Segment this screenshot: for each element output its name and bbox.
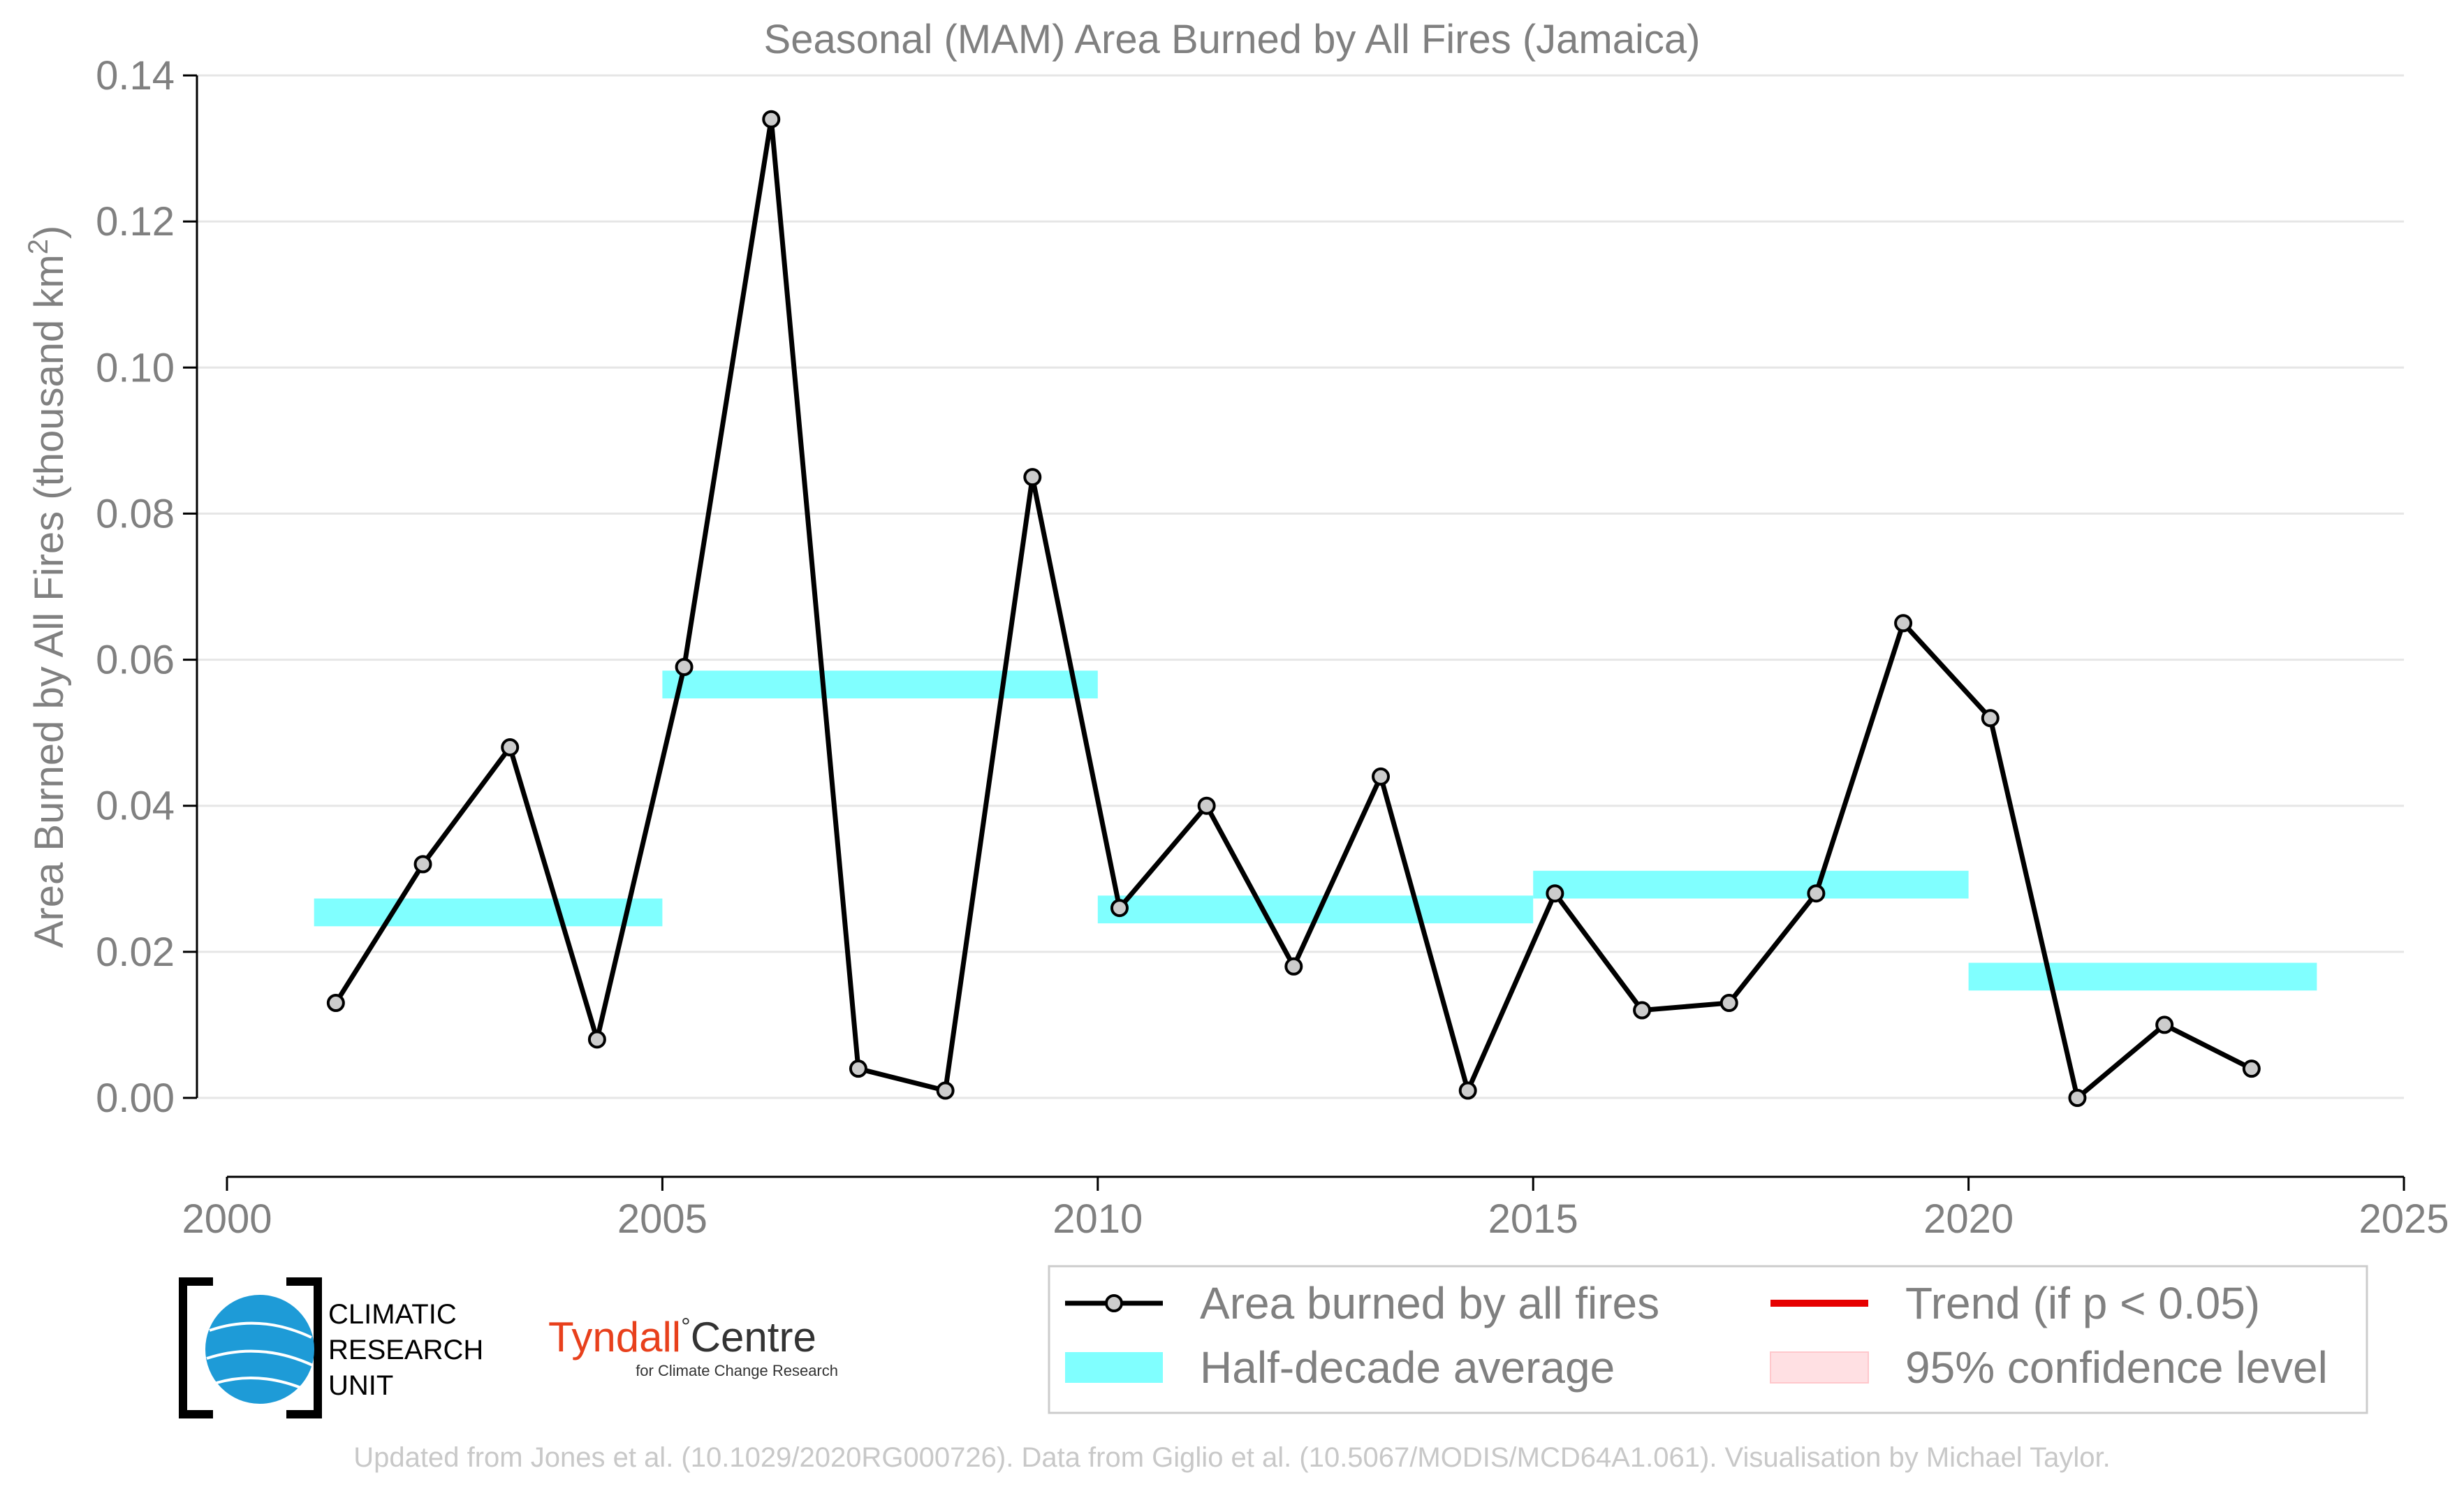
y-tick-label: 0.00 [96, 1076, 175, 1121]
tyndall-name: Tyndall°Centre [548, 1314, 816, 1360]
data-point [1894, 614, 1913, 633]
y-tick-label: 0.02 [96, 930, 175, 975]
data-point [1546, 884, 1564, 903]
data-point [1719, 994, 1738, 1013]
data-point [587, 1030, 606, 1049]
x-tick-label: 2015 [1488, 1196, 1578, 1242]
y-axis-ticks: 0.00 0.02 0.04 0.06 0.08 0.10 0.12 0.14 [96, 53, 197, 1121]
legend-label: Area burned by all fires [1200, 1278, 1659, 1328]
data-point [1633, 1001, 1652, 1020]
data-point [1110, 899, 1129, 918]
data-point [1372, 767, 1391, 786]
series-area-burned [326, 110, 2261, 1107]
half-decade-bar [314, 898, 663, 927]
data-point [2155, 1015, 2174, 1034]
cru-globe-icon [205, 1295, 314, 1404]
data-point [849, 1059, 867, 1078]
x-tick-label: 2000 [182, 1196, 272, 1242]
data-point [936, 1081, 955, 1100]
legend-label: 95% confidence level [1905, 1342, 2328, 1393]
half-decade-bar [1968, 962, 2317, 991]
x-tick-label: 2020 [1923, 1196, 2014, 1242]
y-tick-label: 0.14 [96, 53, 175, 98]
cru-text-line3: UNIT [328, 1370, 393, 1401]
data-point [413, 855, 432, 874]
data-point [1023, 468, 1042, 487]
y-tick-label: 0.12 [96, 199, 175, 244]
legend-swatch-patch [1770, 1351, 1869, 1384]
data-point [1284, 957, 1303, 976]
data-point [1458, 1081, 1477, 1100]
x-tick-label: 2025 [2359, 1196, 2449, 1242]
legend-swatch-band [1065, 1352, 1163, 1383]
x-axis-ticks: 2000 2005 2010 2015 2020 2025 [182, 1177, 2449, 1242]
cru-bracket-left-icon [179, 1277, 213, 1418]
data-point [762, 110, 781, 129]
y-tick-label: 0.04 [96, 784, 175, 829]
cru-logo: CLIMATIC RESEARCH UNIT [179, 1277, 483, 1418]
data-point [326, 994, 345, 1013]
cru-text-line2: RESEARCH [328, 1335, 483, 1365]
cru-bracket-right-icon [286, 1277, 322, 1418]
data-point [2068, 1089, 2087, 1107]
data-point [1981, 709, 2000, 728]
data-point [675, 658, 694, 677]
y-tick-label: 0.10 [96, 345, 175, 390]
cru-globe-lines-icon [206, 1321, 314, 1391]
y-axis-label: Area Burned by All Fires (thousand km2) [23, 226, 72, 948]
data-point [501, 738, 520, 757]
half-decade-bands [314, 670, 2317, 991]
data-point [1807, 884, 1826, 903]
y-tick-label: 0.06 [96, 638, 175, 683]
legend-swatch-marker [1105, 1294, 1123, 1312]
half-decade-bar [1533, 870, 1969, 899]
credit-text: Updated from Jones et al. (10.1029/2020R… [353, 1442, 2110, 1473]
legend-label: Half-decade average [1200, 1342, 1615, 1393]
cru-text-line1: CLIMATIC [328, 1299, 457, 1330]
chart-title: Seasonal (MAM) Area Burned by All Fires … [764, 17, 1701, 62]
x-tick-label: 2005 [617, 1196, 707, 1242]
data-point [1197, 796, 1216, 815]
x-tick-label: 2010 [1053, 1196, 1143, 1242]
half-decade-bar [662, 670, 1098, 698]
data-point [2242, 1059, 2261, 1078]
tyndall-logo: Tyndall°Centre for Climate Change Resear… [548, 1314, 838, 1379]
legend: Area burned by all fires Trend (if p < 0.… [1048, 1265, 2368, 1414]
legend-frame [1048, 1265, 2368, 1414]
legend-label: Trend (if p < 0.05) [1905, 1278, 2260, 1328]
y-tick-label: 0.08 [96, 491, 175, 536]
tyndall-tagline: for Climate Change Research [636, 1362, 838, 1379]
